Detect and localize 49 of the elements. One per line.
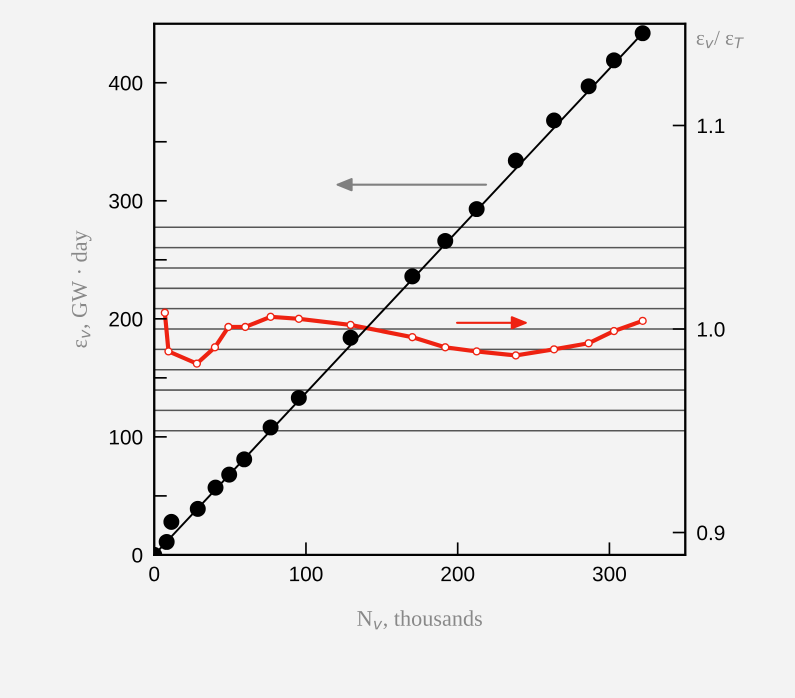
x-tick-label: 200 <box>441 566 474 582</box>
x-axis-title: N$_{v}$, thousands <box>357 610 482 630</box>
point <box>606 52 622 68</box>
point <box>224 322 233 332</box>
point <box>472 347 481 356</box>
y-tick-label: 400 <box>108 76 142 91</box>
point <box>610 326 618 336</box>
point <box>294 314 303 323</box>
point <box>262 419 279 436</box>
x-tick-label: 100 <box>290 566 323 582</box>
point <box>221 466 238 483</box>
y-tick-label: 0 <box>132 548 142 563</box>
point <box>437 232 454 249</box>
point <box>210 343 220 352</box>
y-tick-label: 100 <box>110 430 142 445</box>
point <box>512 351 520 360</box>
y-tick-label: 200 <box>109 312 142 327</box>
point <box>158 534 175 550</box>
point <box>634 25 651 42</box>
point <box>546 112 562 129</box>
point <box>164 347 173 356</box>
point <box>580 78 597 94</box>
y2-tick-label: 1.0 <box>698 322 725 337</box>
y2-tick-label: 0.9 <box>697 526 724 540</box>
y-tick-label: 300 <box>109 194 142 209</box>
point <box>638 316 647 326</box>
point <box>441 343 450 352</box>
x-tick-label: 300 <box>592 566 626 582</box>
y2-tick-label: 1.1 <box>698 118 724 134</box>
x-tick-label: 0 <box>149 566 160 582</box>
point <box>408 332 416 342</box>
point <box>290 390 307 406</box>
point <box>190 500 206 517</box>
y2-axis-title: ε$_{v}$/ ε$_{T}$ <box>696 30 744 48</box>
point <box>584 339 593 348</box>
y-axis-title: ε$_{v}$, GW · day <box>71 230 92 348</box>
point <box>208 480 224 496</box>
point <box>163 514 180 530</box>
point <box>160 308 170 317</box>
point <box>550 345 558 354</box>
point <box>404 268 420 284</box>
point <box>346 320 355 330</box>
point <box>508 152 524 169</box>
point <box>192 359 202 368</box>
point <box>266 312 275 321</box>
point <box>241 322 250 332</box>
point <box>236 451 252 468</box>
point <box>342 330 359 346</box>
point <box>468 201 485 218</box>
